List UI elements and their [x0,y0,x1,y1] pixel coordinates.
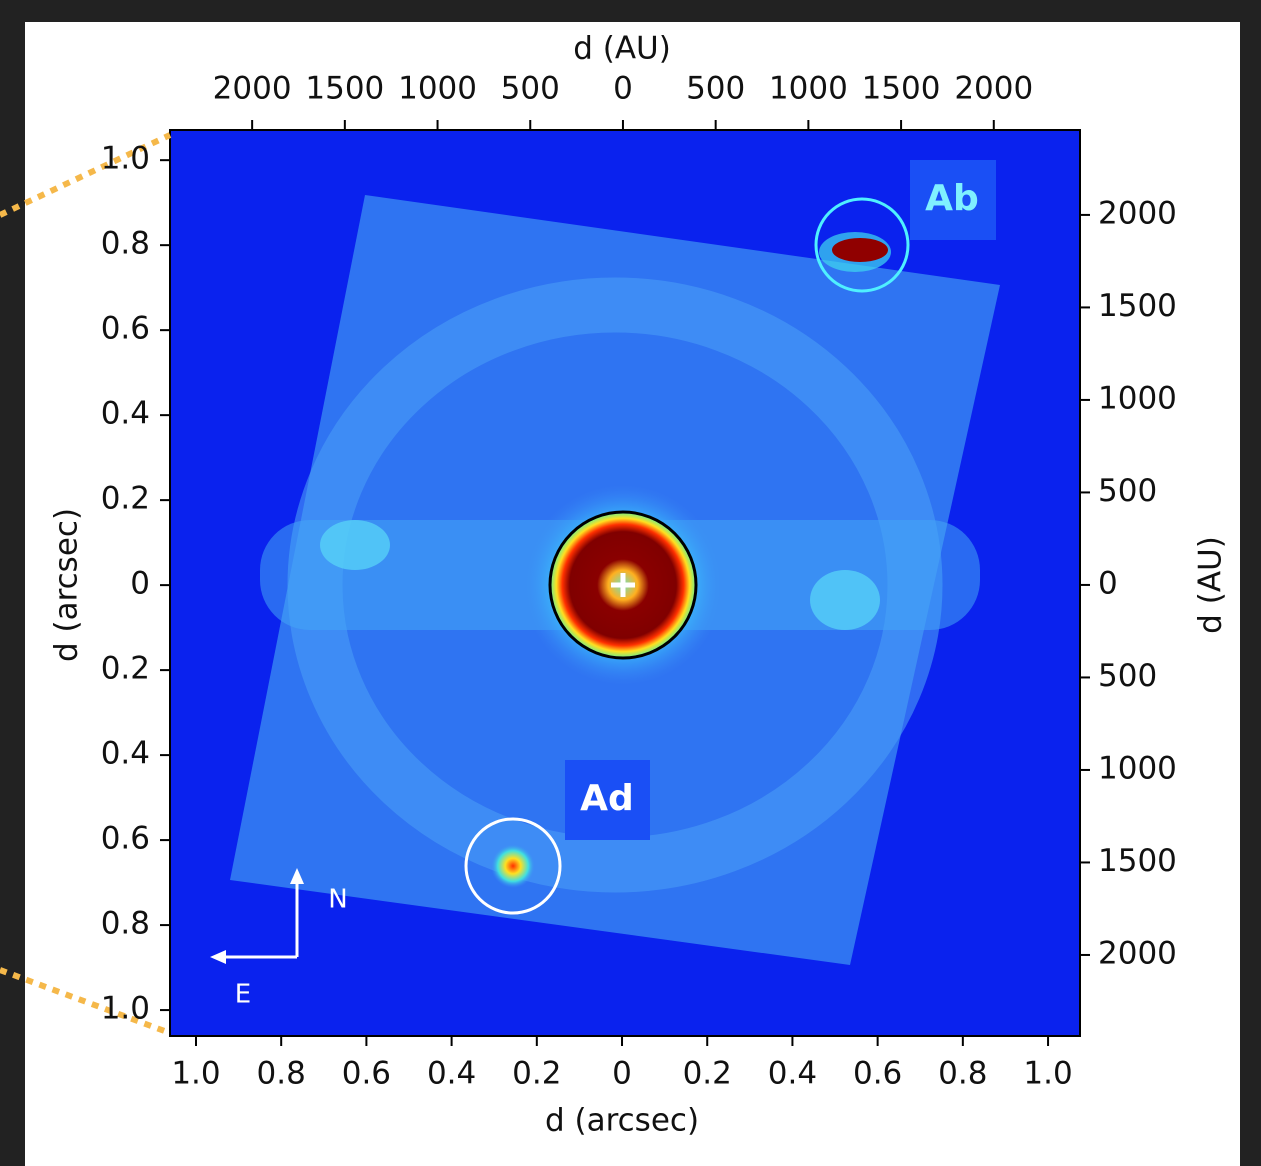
tick-label: 0 [612,1056,632,1092]
tick-label: 0.4 [427,1056,476,1092]
label-e: E [235,980,251,1010]
tick-label: 0.8 [101,906,150,942]
tick-label: 2000 [954,71,1033,107]
tick-label: 0.4 [768,1056,817,1092]
tick-label: 0 [130,566,150,602]
tick-label: 1000 [398,71,477,107]
image [170,130,1080,1036]
tick-label: 1.0 [171,1056,220,1092]
tick-label: 1500 [305,71,384,107]
tick-label: 1500 [1098,288,1177,324]
tick-label: 1.0 [101,991,150,1027]
y2-title: d (AU) [1193,536,1229,634]
x-title: d (arcsec) [545,1103,699,1139]
tick-label: 2000 [213,71,292,107]
tick-label: 0.6 [101,821,150,857]
tick-label: 0 [613,71,633,107]
tick-label: 500 [501,71,560,107]
tick-label: 500 [686,71,745,107]
tick-label: 0 [1098,565,1118,601]
tick-label: 0.6 [342,1056,391,1092]
tick-label: 1.0 [1023,1056,1072,1092]
tick-label: 1500 [862,71,941,107]
label-ab: Ab [925,178,979,219]
tick-label: 0.4 [101,736,150,772]
tick-label: 2000 [1098,935,1177,971]
plot-frame [169,129,1081,1037]
tick-label: 0.6 [101,311,150,347]
tick-label: 1000 [769,71,848,107]
tick-label: 0.2 [101,481,150,517]
tick-label: 2000 [1098,195,1177,231]
tick-label: 1.0 [101,141,150,177]
label-ad: Ad [580,778,634,819]
tick-label: 1000 [1098,380,1177,416]
tick-label: 0.2 [683,1056,732,1092]
tick-label: 0.2 [512,1056,561,1092]
x2-title: d (AU) [573,31,671,67]
tick-label: 0.8 [938,1056,987,1092]
tick-label: 1500 [1098,843,1177,879]
label-n: N [328,885,347,915]
y-title: d (arcsec) [49,508,85,662]
tick-label: 0.8 [101,226,150,262]
tick-label: 0.2 [101,651,150,687]
zoom-lines [0,132,172,1036]
tick-label: 0.6 [853,1056,902,1092]
tick-label: 0.8 [257,1056,306,1092]
tick-label: 500 [1098,658,1157,694]
tick-label: 1000 [1098,750,1177,786]
tick-label: 500 [1098,473,1157,509]
tick-label: 0.4 [101,396,150,432]
